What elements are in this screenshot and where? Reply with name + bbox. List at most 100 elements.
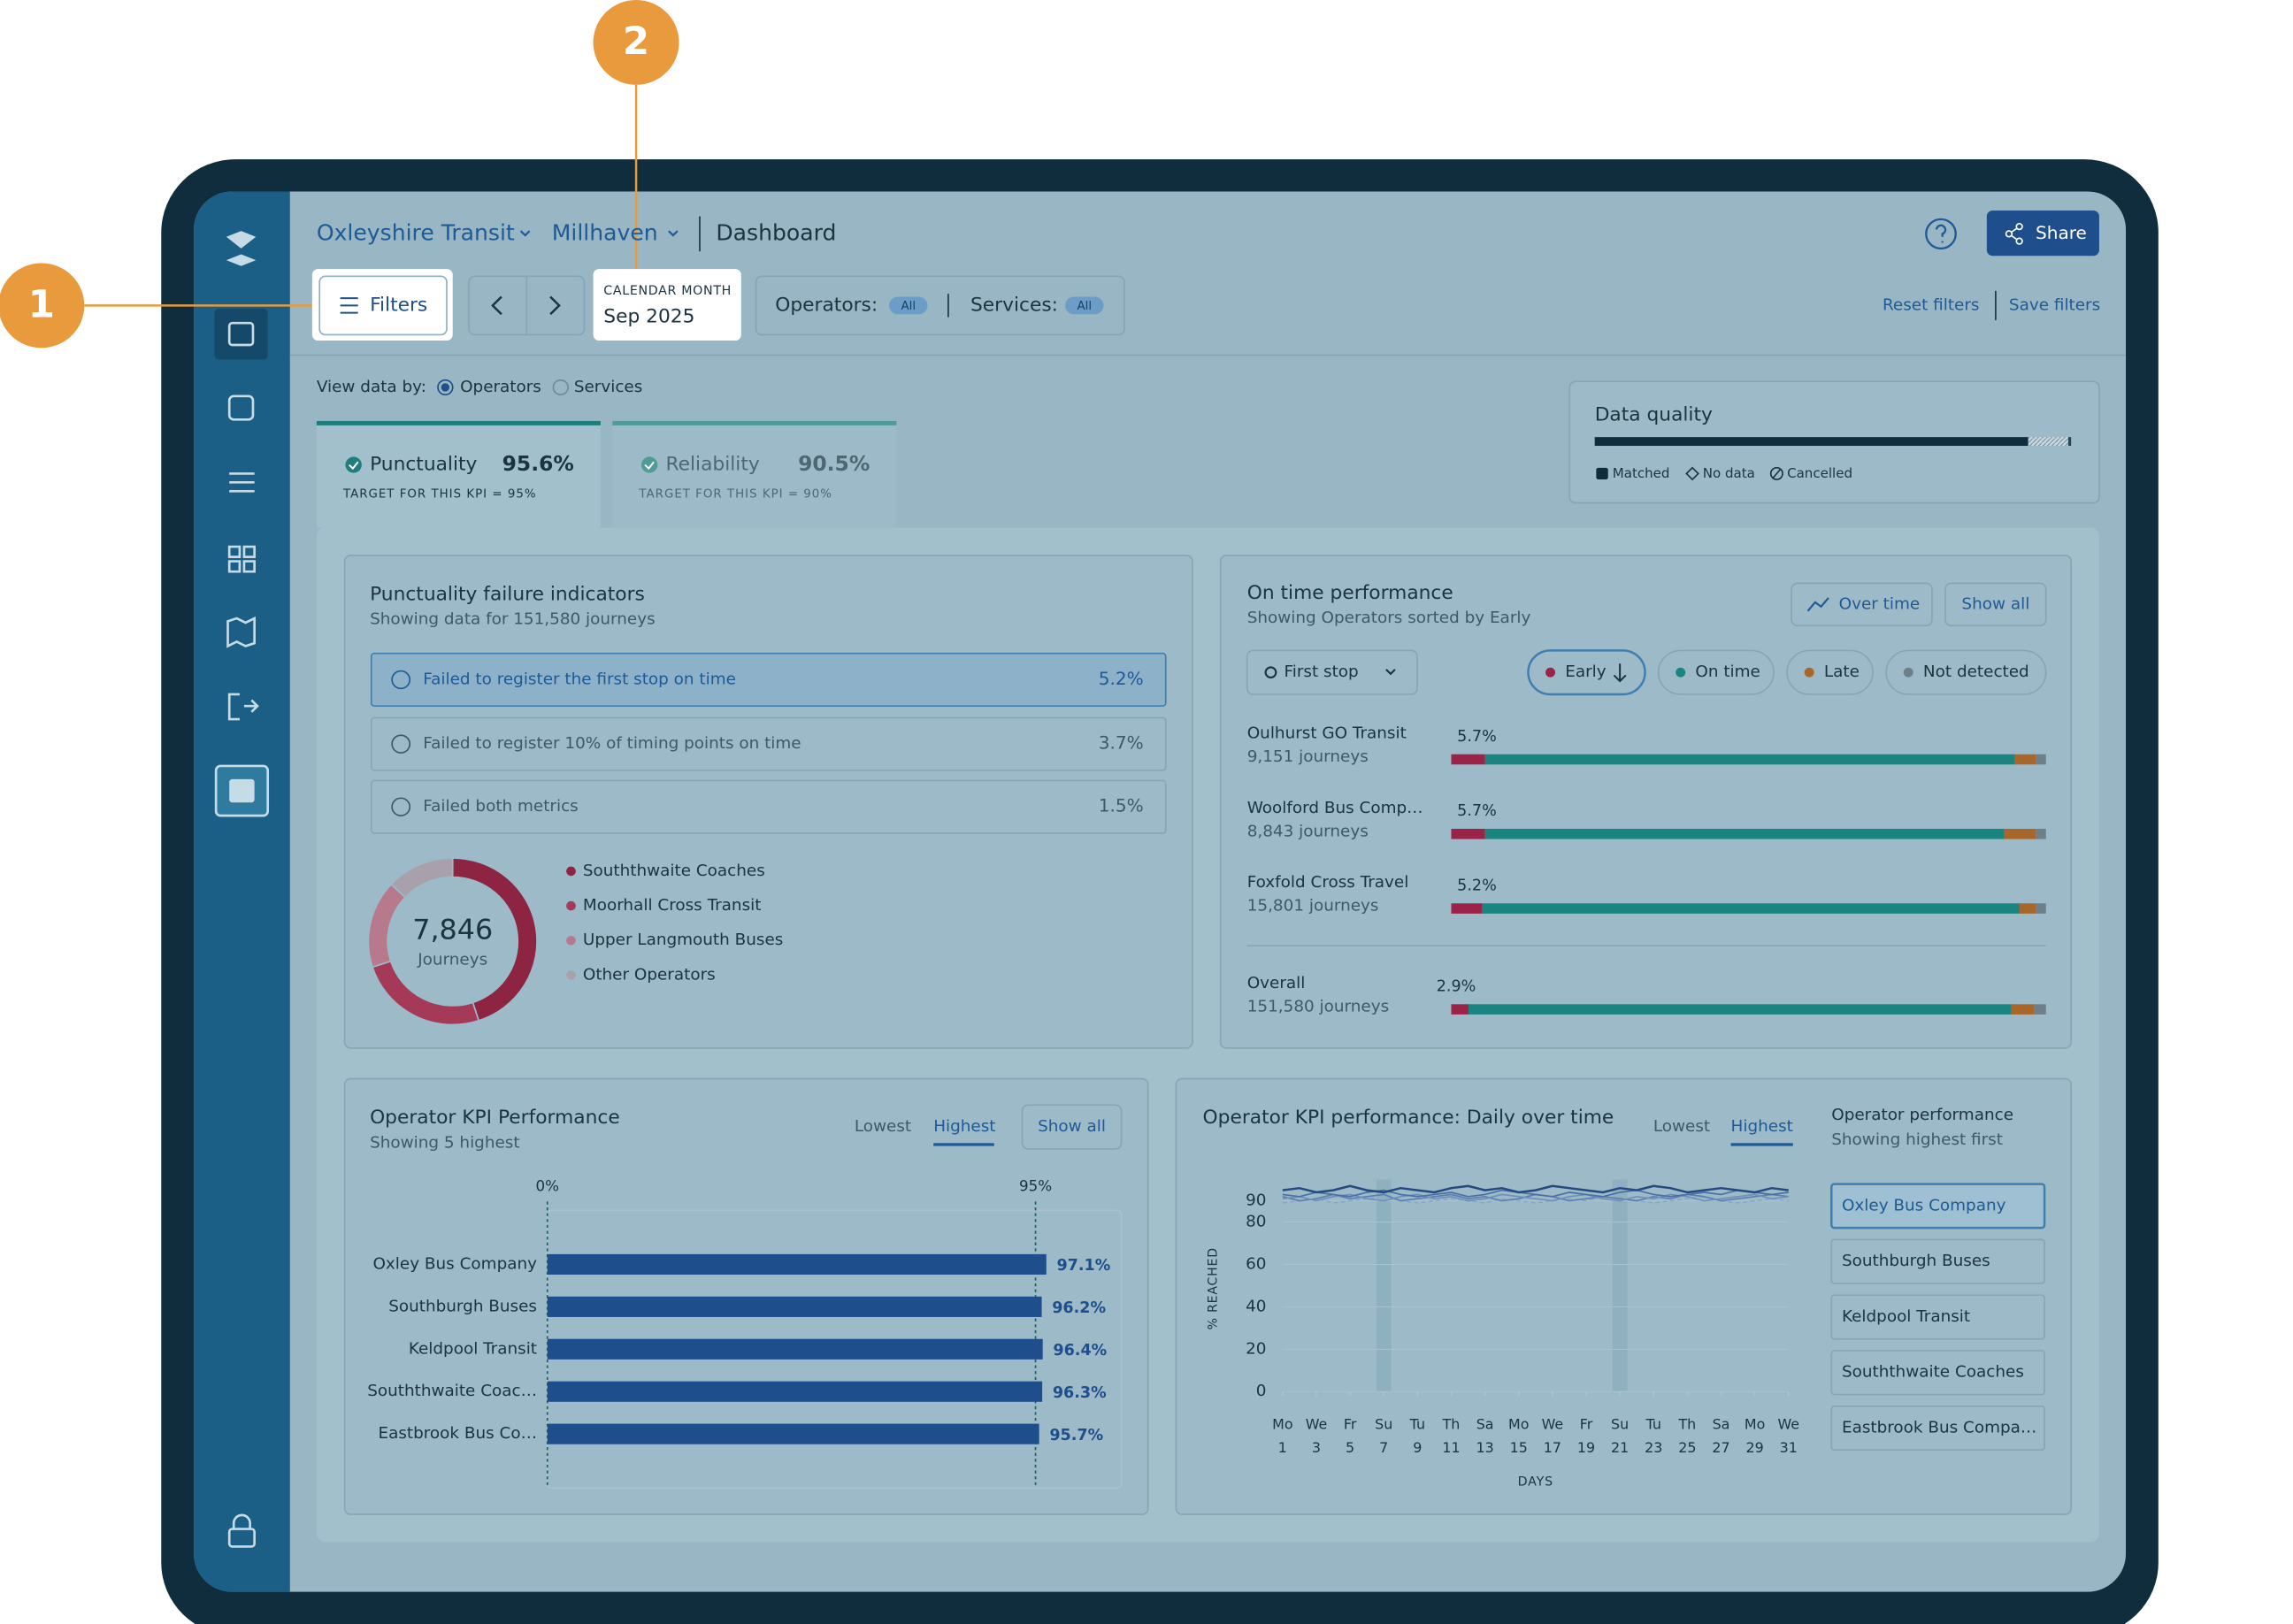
stop-dropdown[interactable] xyxy=(1246,649,1418,695)
series-chip[interactable] xyxy=(1885,649,2047,695)
donut-segment xyxy=(390,857,454,899)
nav-active[interactable] xyxy=(214,308,268,360)
area-selector[interactable]: Millhaven xyxy=(552,220,658,246)
nav-dashboard[interactable] xyxy=(227,321,255,347)
next-period[interactable] xyxy=(549,295,561,316)
org-selector[interactable]: Oxleyshire Transit xyxy=(317,220,515,246)
y-tick-label: 60 xyxy=(1246,1255,1266,1274)
performance-segment xyxy=(1451,754,1485,765)
x-tick-label: 17 xyxy=(1544,1439,1561,1456)
indicator-row[interactable] xyxy=(370,716,1167,771)
kpi-tab[interactable] xyxy=(612,420,897,528)
x-tick-label: 9 xyxy=(1413,1439,1422,1456)
indicator-icon xyxy=(391,670,411,690)
nav-logout[interactable] xyxy=(227,693,259,721)
kpi-check xyxy=(345,456,362,473)
series-chip[interactable] xyxy=(1527,649,1646,696)
radio[interactable] xyxy=(437,379,454,396)
legend-label: Cancelled xyxy=(1787,465,1852,481)
radio-dot xyxy=(441,383,450,392)
x-tick-weekday: Fr xyxy=(1580,1416,1593,1433)
nav-lock-shackle xyxy=(232,1513,251,1529)
month-picker[interactable] xyxy=(593,269,741,341)
series-line xyxy=(1282,1184,1789,1194)
prev-period[interactable] xyxy=(491,295,502,316)
legend-label: Moorhall Cross Transit xyxy=(583,896,762,915)
reset-filters[interactable]: Reset filters xyxy=(1883,295,1979,314)
donut-total: 7,846 xyxy=(412,915,493,946)
dropdown-label: First stop xyxy=(1285,663,1359,681)
scope-filters xyxy=(755,275,1125,336)
series-line xyxy=(1282,1189,1789,1198)
show-all-button[interactable] xyxy=(1944,582,2047,627)
filters-button[interactable] xyxy=(318,275,448,336)
indicator-row[interactable] xyxy=(370,652,1167,708)
early-value-label: 5.2% xyxy=(1457,877,1497,895)
toggle-highest[interactable]: Highest xyxy=(933,1117,995,1136)
view-label: View data by: xyxy=(317,378,426,396)
filters-label: Filters xyxy=(370,294,427,316)
operator-button[interactable] xyxy=(1830,1405,2045,1452)
nav-map[interactable] xyxy=(226,616,256,648)
sort-arrow xyxy=(1613,663,1627,683)
early-value-label: 5.7% xyxy=(1457,728,1497,746)
save-filters[interactable]: Save filters xyxy=(2009,295,2100,314)
over-time-button[interactable] xyxy=(1791,582,1933,627)
operator-button[interactable] xyxy=(1830,1183,2046,1229)
operators-filter[interactable]: Operators: xyxy=(775,294,878,316)
sidebar-icons xyxy=(214,231,270,1548)
x-tick-label: 31 xyxy=(1780,1439,1798,1456)
chevron xyxy=(1385,669,1396,676)
show-all-button[interactable] xyxy=(1021,1104,1123,1150)
operator-button-label: Souththwaite Coaches xyxy=(1842,1363,2024,1382)
operator-button[interactable] xyxy=(1830,1294,2045,1340)
help-button[interactable] xyxy=(1925,218,1957,250)
month-value: Sep 2025 xyxy=(603,306,694,328)
toggle-lowest[interactable]: Lowest xyxy=(855,1117,911,1136)
button-label: Over time xyxy=(1839,594,1921,613)
indicator-label: Failed both metrics xyxy=(423,797,578,816)
x-tick-weekday: We xyxy=(1306,1416,1328,1433)
callout-badge xyxy=(593,0,679,85)
toggle-highest[interactable]: Highest xyxy=(1731,1117,1793,1136)
indicator-row[interactable] xyxy=(370,779,1167,834)
operator-button[interactable] xyxy=(1830,1350,2045,1396)
x-tick-weekday: Th xyxy=(1442,1416,1461,1433)
callout-number: 2 xyxy=(623,19,649,64)
on-time-card xyxy=(1219,555,2072,1049)
services-filter[interactable]: Services: xyxy=(970,294,1058,316)
series-chip[interactable] xyxy=(1786,649,1874,695)
toggle-lowest[interactable]: Lowest xyxy=(1653,1117,1710,1136)
radio[interactable] xyxy=(552,379,569,396)
kpi-tab[interactable] xyxy=(316,420,601,528)
x-tick-weekday: Fr xyxy=(1344,1416,1357,1433)
help-glyph xyxy=(1935,224,1947,243)
series-chip[interactable] xyxy=(1657,649,1775,695)
legend-label: Upper Langmouth Buses xyxy=(583,931,783,949)
legend-icon xyxy=(1769,466,1783,480)
legend-dot xyxy=(566,935,576,946)
chip-dot xyxy=(1545,667,1556,678)
performance-segment xyxy=(1451,1004,1469,1015)
share-button[interactable] xyxy=(1986,210,2099,257)
x-axis-label: DAYS xyxy=(1518,1475,1553,1490)
x-tick-weekday: We xyxy=(1542,1416,1564,1433)
side-title: Operator performance xyxy=(1831,1106,2013,1124)
nav-list[interactable] xyxy=(229,472,255,493)
performance-segment xyxy=(2019,903,2036,914)
y-tick-label: 80 xyxy=(1246,1213,1266,1231)
operator-button[interactable] xyxy=(1830,1238,2045,1284)
performance-segment xyxy=(2036,829,2046,839)
sidebar xyxy=(194,191,290,1592)
quality-segment xyxy=(1594,437,2028,447)
bar-value-label: 97.1% xyxy=(1056,1257,1110,1275)
toggle-underline xyxy=(933,1143,994,1146)
nav-bus[interactable] xyxy=(227,395,255,421)
services-value: All xyxy=(1077,300,1092,313)
nav-apps[interactable] xyxy=(227,545,256,573)
performance-segment xyxy=(2036,903,2046,914)
nav-lock[interactable] xyxy=(227,1528,256,1548)
radio-label: Operators xyxy=(460,378,541,396)
performance-segment xyxy=(2004,829,2036,839)
trend-icon xyxy=(1806,597,1829,612)
